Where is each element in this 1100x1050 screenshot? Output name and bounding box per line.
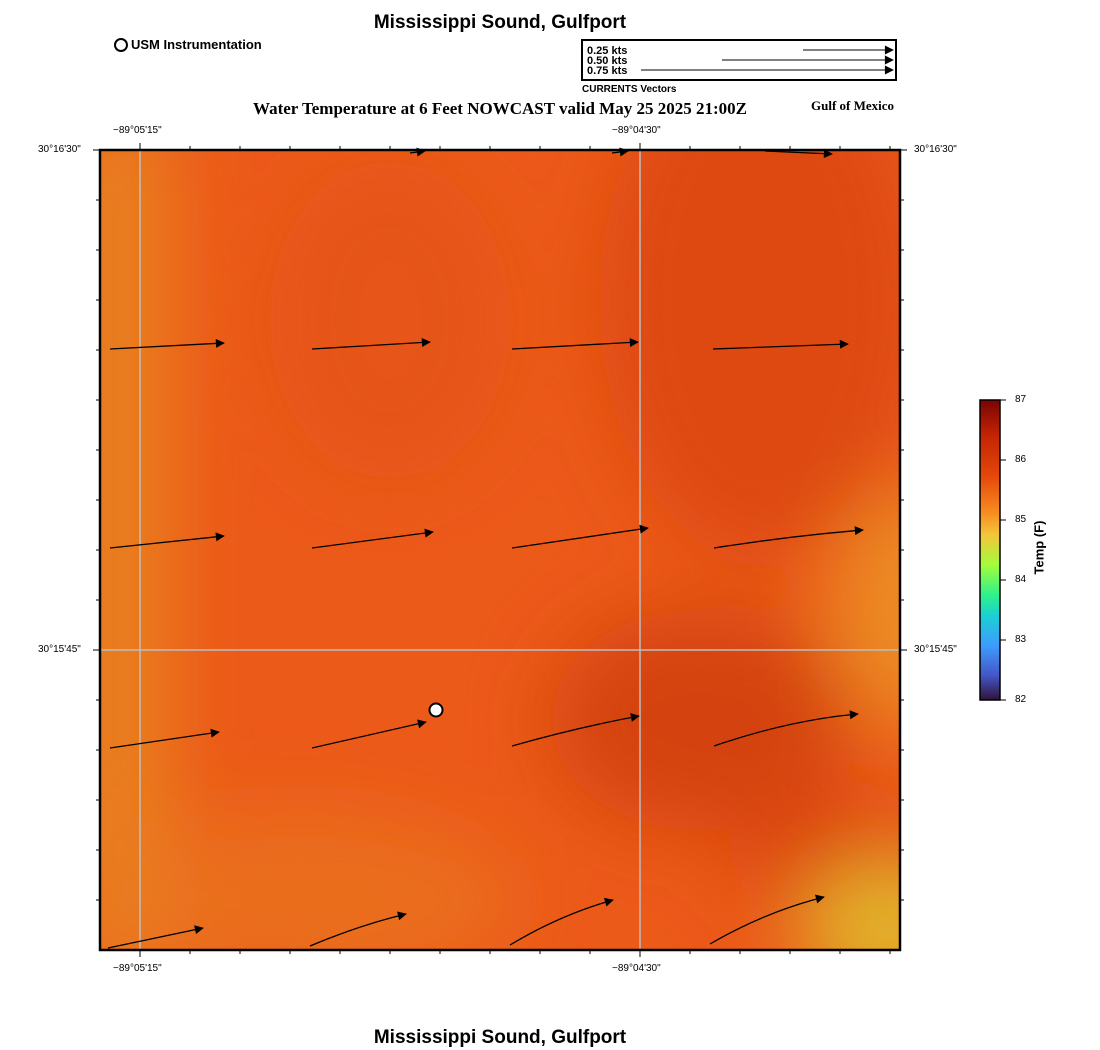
vector-legend-caption: CURRENTS Vectors [582,84,677,95]
colorbar-tick-83: 83 [1015,634,1027,645]
current-vector [713,526,864,549]
vector-legend-row-025: 0.25 kts [587,45,628,57]
lon-tick-top-2: −89°04'30" [612,125,661,136]
map-title: Mississippi Sound, Gulfport [373,12,627,33]
current-vector [611,147,629,157]
lat-tick-right-2: 30°15'45" [914,644,957,655]
lon-tick-bottom-2: −89°04'30" [612,963,661,974]
map-subtitle: Water Temperature at 6 Feet NOWCAST vali… [253,99,747,118]
frame-ticks [93,143,907,957]
lon-tick-top-1: −89°05'15" [113,125,162,136]
footer-title: Mississippi Sound, Gulfport [373,1027,627,1048]
current-vectors [107,147,864,949]
current-vector [713,710,859,747]
current-vector [409,147,426,157]
temperature-field [100,150,900,950]
vector-legend-arrows [641,45,894,75]
current-vector [511,713,640,747]
colorbar-tick-85: 85 [1015,514,1027,525]
region-label: Gulf of Mexico [811,98,895,113]
current-vector [109,728,220,749]
lon-tick-bottom-1: −89°05'15" [113,963,162,974]
current-vector [511,337,639,350]
colorbar-tick-84: 84 [1015,574,1027,585]
usm-station-marker[interactable] [428,702,444,718]
station-legend: USM Instrumentation [114,37,262,52]
current-vector [709,894,825,945]
station-marker-icon [114,37,128,52]
current-vector [107,925,204,949]
colorbar-tick-86: 86 [1015,454,1027,465]
current-vector [764,149,833,159]
current-vector [712,339,849,350]
lat-tick-right-1: 30°16'30" [914,144,957,155]
station-legend-label: USM Instrumentation [131,37,262,52]
current-vector [509,897,614,946]
current-vector [109,532,225,549]
current-vector [311,337,431,350]
colorbar-tick-82: 82 [1015,694,1027,705]
current-vector [311,528,434,549]
current-vector [311,719,427,749]
colorbar-ticks [1000,399,1006,701]
lat-tick-left-2: 30°15'45" [38,644,81,655]
lat-tick-left-1: 30°16'30" [38,144,81,155]
current-vector [511,524,649,549]
current-vector [309,911,407,947]
current-vector [109,338,225,350]
vector-legend-row-050: 0.50 kts [587,55,628,67]
colorbar-tick-87: 87 [1015,394,1027,405]
vector-legend-row-075: 0.75 kts [587,65,628,77]
colorbar [979,399,1001,701]
